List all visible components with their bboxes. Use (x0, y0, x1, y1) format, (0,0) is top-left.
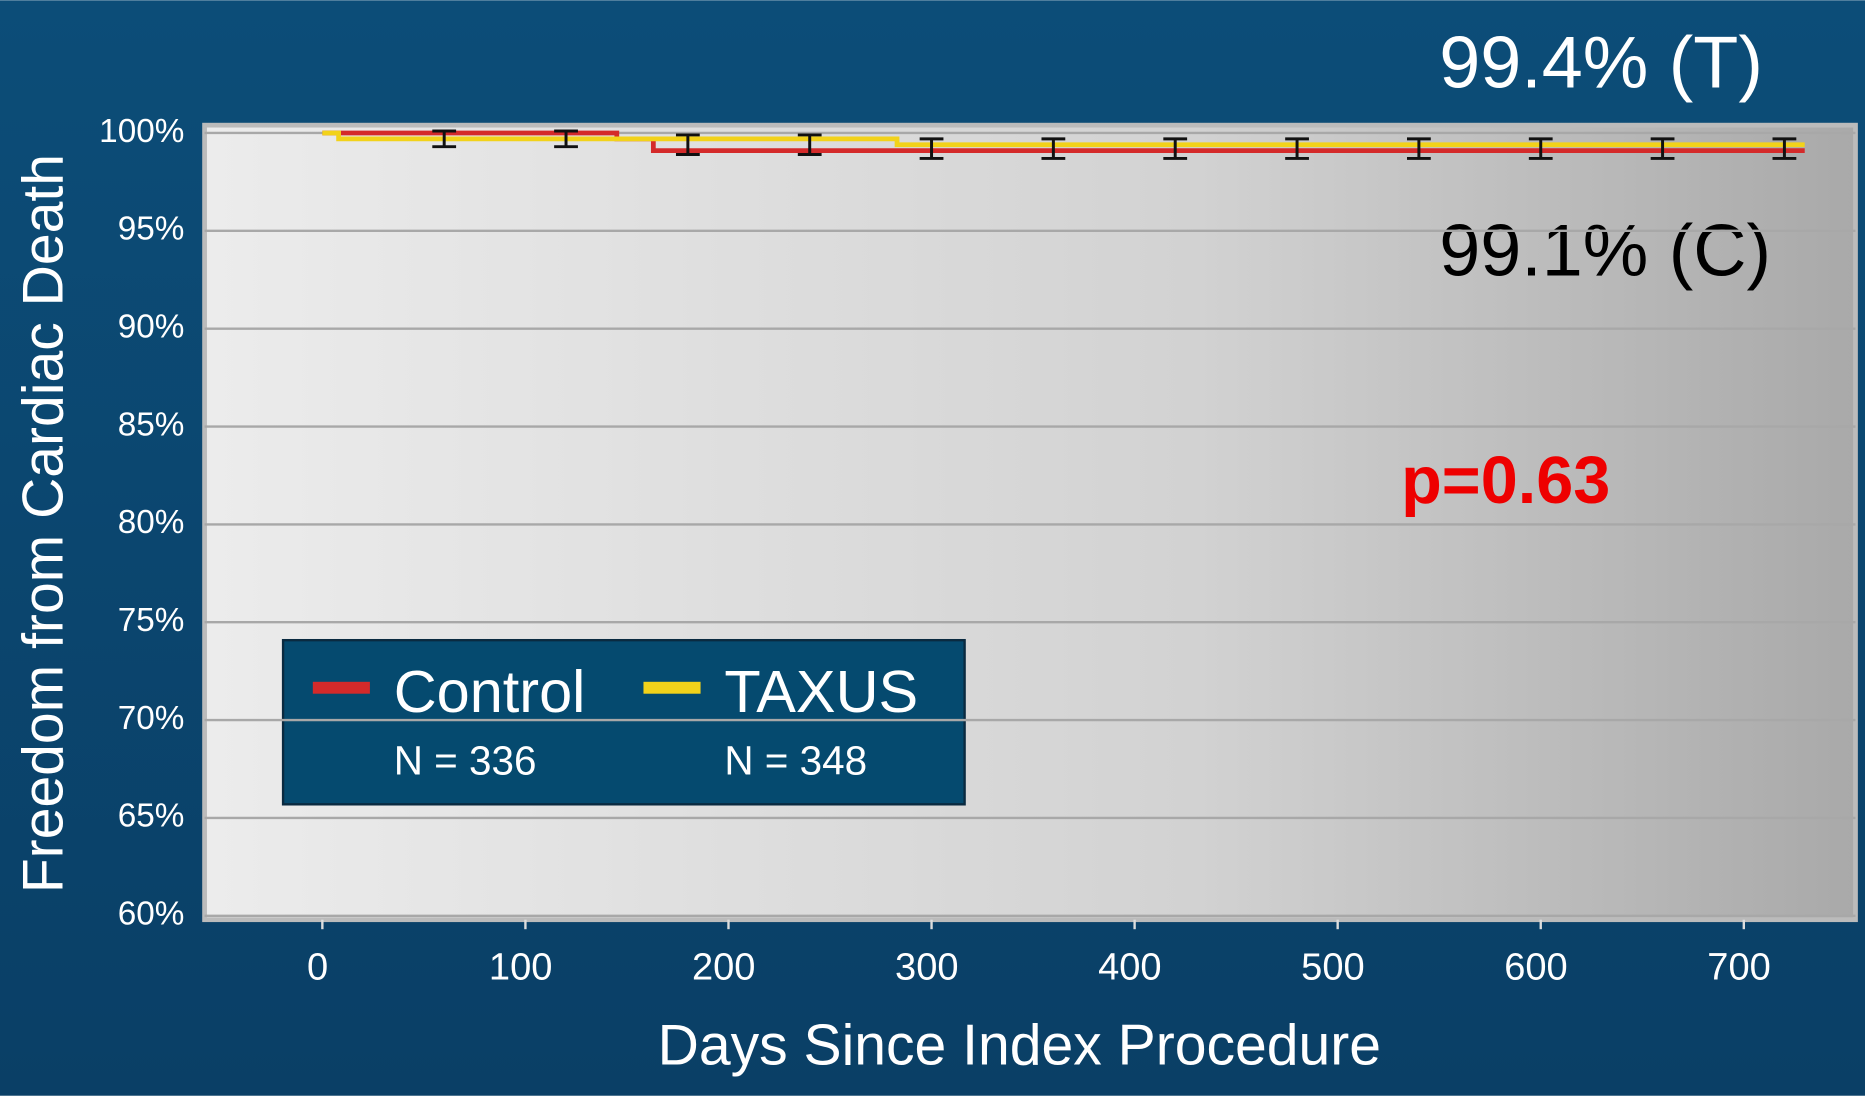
error-bar (432, 129, 457, 149)
error-bar (1163, 137, 1188, 160)
error-bar (919, 137, 944, 160)
x-tick-label: 700 (1707, 947, 1770, 989)
y-tick-label: 90% (118, 308, 185, 345)
x-tick-label: 400 (1098, 947, 1161, 989)
error-bar (1650, 137, 1675, 160)
y-tick-label: 100% (99, 113, 184, 150)
annotation: p=0.63 (1401, 444, 1610, 518)
legend (281, 638, 966, 806)
annotation: 99.4% (T) (1439, 21, 1763, 104)
error-bar (1285, 137, 1309, 160)
legend-swatch (643, 681, 701, 694)
error-bar (797, 133, 822, 157)
y-tick-label: 80% (118, 504, 185, 541)
x-tick-label: 600 (1504, 947, 1567, 989)
error-bar (1772, 137, 1797, 160)
y-axis-label: Freedom from Cardiac Death (12, 154, 76, 893)
y-tick-label: 85% (118, 406, 185, 443)
error-bar (1041, 137, 1066, 160)
error-bar (1528, 137, 1553, 160)
annotation: 99.1% (C) (1439, 208, 1771, 291)
x-tick-label: 100 (489, 947, 552, 989)
x-tick-label: 300 (895, 947, 958, 989)
x-axis-label: Days Since Index Procedure (658, 1013, 1381, 1077)
series-line (322, 130, 1805, 148)
error-bar (1407, 137, 1431, 160)
legend-swatch (312, 681, 370, 694)
legend-note: N = 348 (724, 738, 867, 784)
legend-note: N = 336 (394, 738, 537, 784)
y-tick-label: 70% (118, 700, 185, 737)
legend-label: Control (394, 658, 586, 725)
x-tick-label: 200 (692, 947, 755, 989)
x-tick-label: 500 (1301, 947, 1364, 989)
y-tick-label: 75% (118, 602, 185, 639)
y-tick-label: 95% (118, 211, 185, 248)
y-tick-label: 65% (118, 798, 185, 835)
error-bar (675, 133, 700, 157)
error-bar (554, 129, 578, 149)
legend-label: TAXUS (724, 658, 918, 725)
x-tick-label: 0 (307, 947, 328, 989)
y-tick-label: 60% (118, 896, 185, 933)
